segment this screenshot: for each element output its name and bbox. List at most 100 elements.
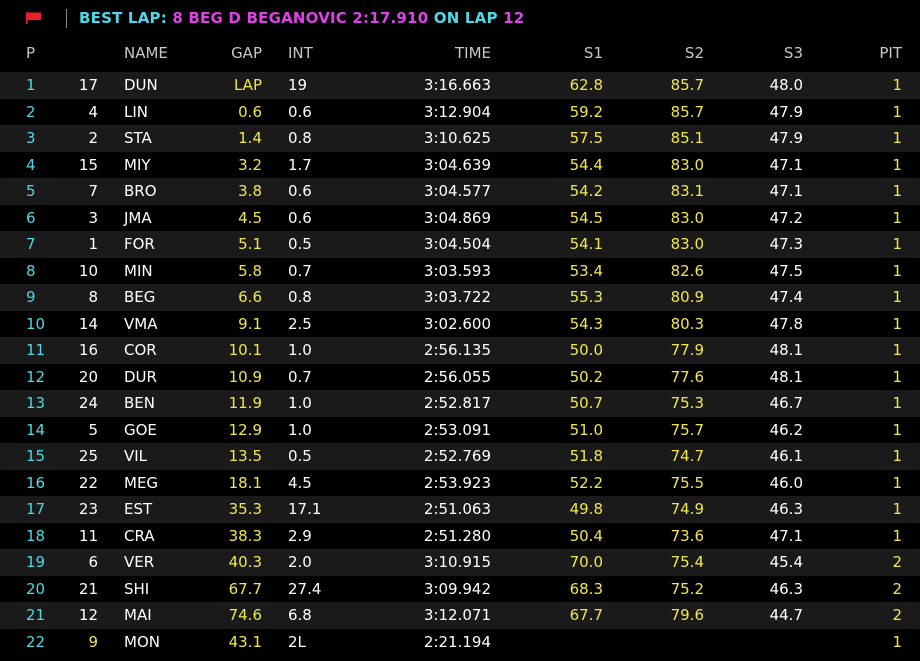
col-header-s1: S1: [583, 44, 603, 62]
cell-driver-name: MIY: [124, 155, 151, 174]
cell-sector-2: 80.3: [670, 314, 704, 333]
cell-pit-stops: 2: [892, 553, 902, 571]
cell-pit-stops: 1: [892, 102, 902, 121]
cell-position: 14: [26, 420, 46, 439]
cell-car-number: 22: [78, 473, 98, 492]
header-divider: [66, 9, 67, 28]
cell-sector-3: 44.7: [769, 606, 803, 624]
cell-interval: 1.0: [288, 394, 312, 412]
cell-gap: 43.1: [228, 632, 262, 651]
cell-driver-name: MAI: [124, 606, 152, 624]
cell-car-number: 12: [78, 606, 98, 624]
cell-sector-3: 47.1: [769, 182, 803, 200]
table-row[interactable]: 10 14 VMA 9.1 2.5 3:02.600 54.3 80.3 47.8 1: [0, 310, 920, 337]
cell-sector-1: 51.8: [569, 447, 603, 465]
cell-gap: 13.5: [228, 447, 262, 465]
cell-gap: 9.1: [238, 314, 262, 333]
cell-pit-stops: 1: [892, 526, 902, 545]
cell-sector-3: 47.8: [769, 314, 803, 333]
cell-car-number: 15: [78, 155, 98, 174]
table-row[interactable]: 3 2 STA 1.4 0.8 3:10.625 57.5 85.1 47.9 1: [0, 125, 920, 152]
cell-gap: 1.4: [238, 129, 262, 147]
cell-interval: 0.8: [288, 129, 312, 147]
col-header-pit: PIT: [879, 44, 902, 62]
table-row[interactable]: 4 15 MIY 3.2 1.7 3:04.639 54.4 83.0 47.1 1: [0, 151, 920, 178]
cell-sector-3: 48.0: [769, 76, 803, 94]
table-row[interactable]: 2 4 LIN 0.6 0.6 3:12.904 59.2 85.7 47.9 1: [0, 98, 920, 125]
cell-sector-3: 46.7: [769, 394, 803, 412]
table-row[interactable]: 7 1 FOR 5.1 0.5 3:04.504 54.1 83.0 47.3 1: [0, 231, 920, 258]
on-lap-value: 12: [503, 9, 525, 27]
table-row[interactable]: 11 16 COR 10.1 1.0 2:56.135 50.0 77.9 48.1 1: [0, 337, 920, 364]
cell-gap: 35.3: [228, 500, 262, 518]
cell-lap-time: 3:04.577: [423, 182, 491, 200]
cell-sector-1: 53.4: [569, 261, 603, 280]
cell-sector-3: 47.1: [769, 155, 803, 174]
cell-driver-name: VMA: [124, 314, 158, 333]
cell-driver-name: STA: [124, 129, 152, 147]
table-row[interactable]: 6 3 JMA 4.5 0.6 3:04.869 54.5 83.0 47.2 1: [0, 204, 920, 231]
table-row[interactable]: 16 22 MEG 18.1 4.5 2:53.923 52.2 75.5 46.0 1: [0, 469, 920, 496]
cell-interval: 0.6: [288, 208, 312, 227]
cell-interval: 4.5: [288, 473, 312, 492]
cell-lap-time: 3:16.663: [423, 76, 491, 94]
cell-position: 4: [26, 155, 36, 174]
cell-driver-name: DUN: [124, 76, 158, 94]
cell-position: 8: [26, 261, 36, 280]
table-row[interactable]: 22 9 MON 43.1 2L 2:21.194 1: [0, 628, 920, 655]
cell-lap-time: 3:12.904: [423, 102, 491, 121]
cell-pit-stops: 1: [892, 208, 902, 227]
table-row[interactable]: 12 20 DUR 10.9 0.7 2:56.055 50.2 77.6 48.1 1: [0, 363, 920, 390]
cell-car-number: 20: [78, 367, 98, 386]
cell-gap: 38.3: [228, 526, 262, 545]
cell-car-number: 21: [78, 579, 98, 598]
cell-pit-stops: 1: [892, 155, 902, 174]
cell-position: 19: [26, 553, 46, 571]
cell-pit-stops: 2: [892, 579, 902, 598]
cell-interval: 0.8: [288, 288, 312, 306]
col-header-gap: GAP: [231, 44, 262, 62]
cell-lap-time: 3:09.942: [423, 579, 491, 598]
cell-interval: 0.5: [288, 235, 312, 253]
cell-sector-2: 83.0: [670, 208, 704, 227]
table-row[interactable]: 5 7 BRO 3.8 0.6 3:04.577 54.2 83.1 47.1 1: [0, 178, 920, 205]
table-row[interactable]: 20 21 SHI 67.7 27.4 3:09.942 68.3 75.2 46.3 2: [0, 575, 920, 602]
cell-sector-2: 82.6: [670, 261, 704, 280]
cell-sector-3: 47.2: [769, 208, 803, 227]
table-row[interactable]: 15 25 VIL 13.5 0.5 2:52.769 51.8 74.7 46.1 1: [0, 443, 920, 470]
cell-gap: 0.6: [238, 102, 262, 121]
cell-pit-stops: 1: [892, 447, 902, 465]
cell-gap: 3.2: [238, 155, 262, 174]
cell-pit-stops: 1: [892, 76, 902, 94]
cell-car-number: 7: [88, 182, 98, 200]
cell-gap: 74.6: [228, 606, 262, 624]
table-row[interactable]: 9 8 BEG 6.6 0.8 3:03.722 55.3 80.9 47.4 1: [0, 284, 920, 311]
cell-driver-name: BEN: [124, 394, 155, 412]
table-row[interactable]: 13 24 BEN 11.9 1.0 2:52.817 50.7 75.3 46.7 1: [0, 390, 920, 417]
cell-lap-time: 3:02.600: [423, 314, 491, 333]
table-row[interactable]: 18 11 CRA 38.3 2.9 2:51.280 50.4 73.6 47.1 1: [0, 522, 920, 549]
cell-position: 20: [26, 579, 46, 598]
best-lap-value: 8 BEG D BEGANOVIC 2:17.910: [172, 9, 429, 27]
table-row[interactable]: 17 23 EST 35.3 17.1 2:51.063 49.8 74.9 46.3 1: [0, 496, 920, 523]
cell-position: 21: [26, 606, 46, 624]
cell-position: 7: [26, 235, 36, 253]
cell-pit-stops: 1: [892, 314, 902, 333]
cell-sector-2: 85.7: [670, 76, 704, 94]
cell-sector-2: 75.4: [670, 553, 704, 571]
cell-car-number: 6: [88, 553, 98, 571]
cell-sector-2: 85.7: [670, 102, 704, 121]
cell-sector-3: 46.3: [769, 579, 803, 598]
table-row[interactable]: 19 6 VER 40.3 2.0 3:10.915 70.0 75.4 45.4 2: [0, 549, 920, 576]
cell-driver-name: MIN: [124, 261, 153, 280]
cell-position: 3: [26, 129, 36, 147]
table-row[interactable]: 21 12 MAI 74.6 6.8 3:12.071 67.7 79.6 44.7 2: [0, 602, 920, 629]
cell-sector-1: 68.3: [569, 579, 603, 598]
table-row[interactable]: 8 10 MIN 5.8 0.7 3:03.593 53.4 82.6 47.5 1: [0, 257, 920, 284]
table-row[interactable]: 14 5 GOE 12.9 1.0 2:53.091 51.0 75.7 46.2 1: [0, 416, 920, 443]
cell-lap-time: 2:51.063: [423, 500, 491, 518]
table-row[interactable]: 1 17 DUN LAP 19 3:16.663 62.8 85.7 48.0 1: [0, 72, 920, 99]
cell-sector-3: 46.3: [769, 500, 803, 518]
cell-gap: 67.7: [228, 579, 262, 598]
cell-sector-1: 51.0: [569, 420, 603, 439]
